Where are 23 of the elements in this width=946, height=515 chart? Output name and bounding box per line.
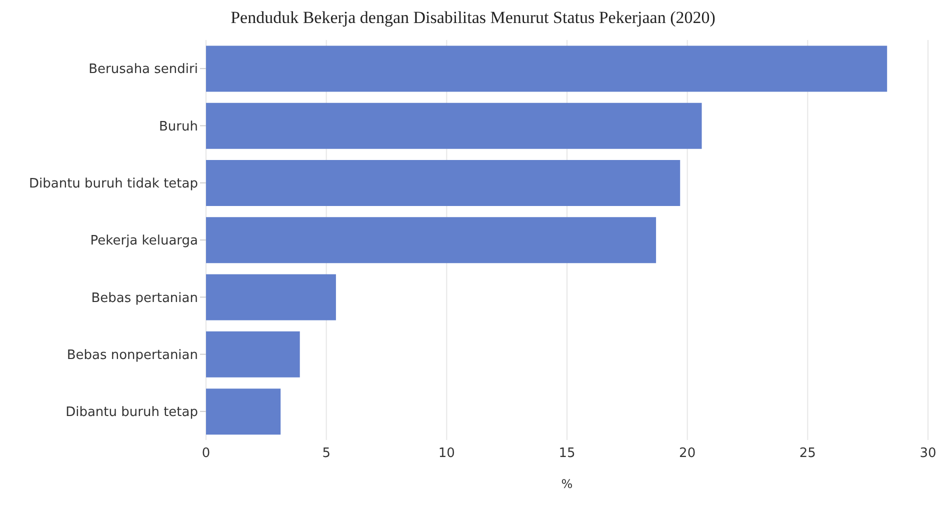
bar bbox=[206, 217, 656, 264]
bar bbox=[206, 160, 680, 206]
bar bbox=[206, 331, 300, 378]
x-tick-label: 25 bbox=[799, 446, 816, 462]
bar bbox=[206, 388, 281, 435]
y-tick-label: Dibantu buruh tidak tetap bbox=[29, 176, 198, 192]
x-axis-title: % bbox=[561, 477, 573, 491]
x-tick-label: 10 bbox=[438, 446, 455, 462]
y-tick-label: Bebas nonpertanian bbox=[66, 348, 198, 363]
x-tick-label: 5 bbox=[322, 446, 330, 462]
y-tick-label: Bebas pertanian bbox=[91, 290, 198, 306]
y-tick-label: Berusaha sendiri bbox=[88, 62, 198, 78]
bar bbox=[206, 46, 888, 92]
x-tick-label: 30 bbox=[920, 446, 936, 462]
y-tick-label: Buruh bbox=[159, 119, 198, 134]
x-tick-label: 15 bbox=[558, 446, 576, 462]
y-tick-label: Dibantu buruh tetap bbox=[66, 405, 198, 420]
x-tick-label: 0 bbox=[202, 446, 210, 462]
bar bbox=[206, 102, 702, 149]
chart-title: Penduduk Bekerja dengan Disabilitas Menurut Status Pekerjaan (2020) bbox=[230, 8, 716, 28]
bar bbox=[206, 274, 336, 320]
x-tick-label: 20 bbox=[679, 446, 696, 462]
y-tick-label: Pekerja keluarga bbox=[90, 234, 198, 249]
